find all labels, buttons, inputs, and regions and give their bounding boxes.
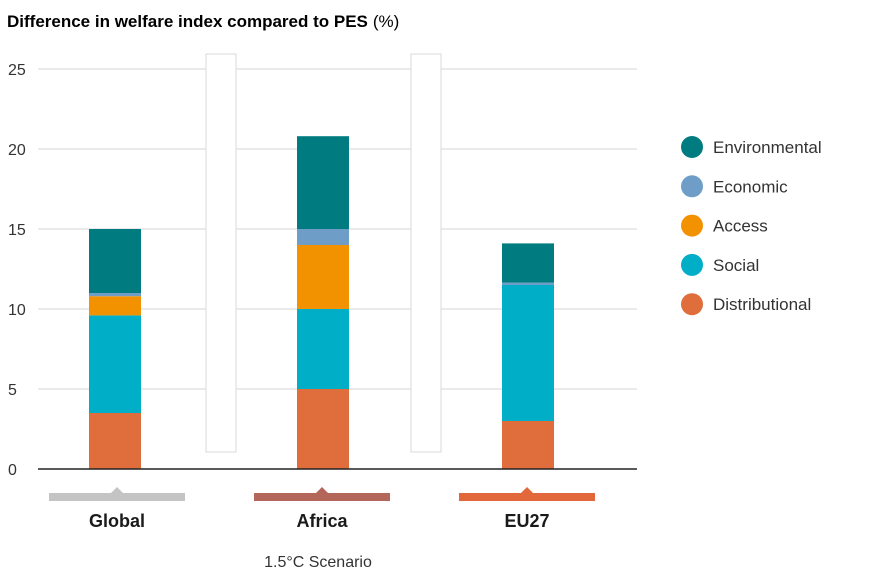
chart-title: Difference in welfare index compared to …: [7, 12, 399, 31]
y-tick-label-5: 5: [8, 382, 17, 399]
y-tick-label-20: 20: [8, 142, 26, 159]
bar-eu27-social: [502, 285, 554, 421]
bar-africa-social: [297, 309, 349, 389]
y-tick-label-0: 0: [8, 462, 17, 479]
bar-africa-economic: [297, 229, 349, 245]
chart-title-main: Difference in welfare index compared to …: [7, 12, 368, 31]
separator-panel-2: [410, 53, 442, 453]
category-marker-africa: [254, 493, 390, 501]
legend-item-access: Access: [681, 214, 768, 237]
bar-global-access: [89, 296, 141, 316]
bar-global-social: [89, 315, 141, 413]
legend-item-social: Social: [681, 253, 759, 276]
y-tick-label-15: 15: [8, 222, 26, 239]
bar-eu27-environmental: [502, 243, 554, 283]
bar-eu27-economic: [502, 282, 554, 285]
legend-label-environmental: Environmental: [713, 138, 822, 157]
category-label-eu27: EU27: [504, 511, 549, 531]
legend-swatch-economic: [681, 175, 703, 198]
separator-panel-1: [205, 53, 237, 453]
category-marker-tip-eu27: [520, 487, 534, 494]
bars: [89, 136, 554, 469]
legend-label-social: Social: [713, 256, 759, 275]
category-marker-tip-global: [110, 487, 124, 494]
bar-africa-distributional: [297, 389, 349, 469]
bar-africa-environmental: [297, 136, 349, 229]
bar-global-economic: [89, 293, 141, 297]
legend-item-distributional: Distributional: [681, 293, 811, 316]
category-label-africa: Africa: [296, 511, 348, 531]
legend-swatch-access: [681, 214, 703, 237]
legend-swatch-social: [681, 253, 703, 276]
y-axis-ticks: 0 5 10 15 20 25: [8, 62, 26, 479]
x-axis-label: 1.5°C Scenario: [264, 554, 372, 571]
bar-global-distributional: [89, 413, 141, 469]
legend-label-access: Access: [713, 217, 768, 236]
bar-eu27-distributional: [502, 421, 554, 469]
legend-item-environmental: Environmental: [681, 136, 822, 158]
legend-label-economic: Economic: [713, 177, 788, 196]
legend: Environmental Economic Access Social Distrib…: [681, 136, 822, 316]
bar-africa-access: [297, 245, 349, 309]
y-tick-label-10: 10: [8, 302, 26, 319]
category-label-global: Global: [89, 511, 145, 531]
legend-label-distributional: Distributional: [713, 295, 811, 314]
category-labels: Global Africa EU27: [49, 487, 595, 531]
chart-title-unit: (%): [373, 12, 399, 31]
category-marker-tip-africa: [315, 487, 329, 494]
y-tick-label-25: 25: [8, 62, 26, 79]
category-marker-eu27: [459, 493, 595, 501]
legend-item-economic: Economic: [681, 175, 788, 198]
legend-swatch-environmental: [681, 136, 703, 158]
legend-swatch-distributional: [681, 293, 703, 316]
category-marker-global: [49, 493, 185, 501]
bar-global-environmental: [89, 229, 141, 293]
separator-panels: [205, 53, 442, 453]
